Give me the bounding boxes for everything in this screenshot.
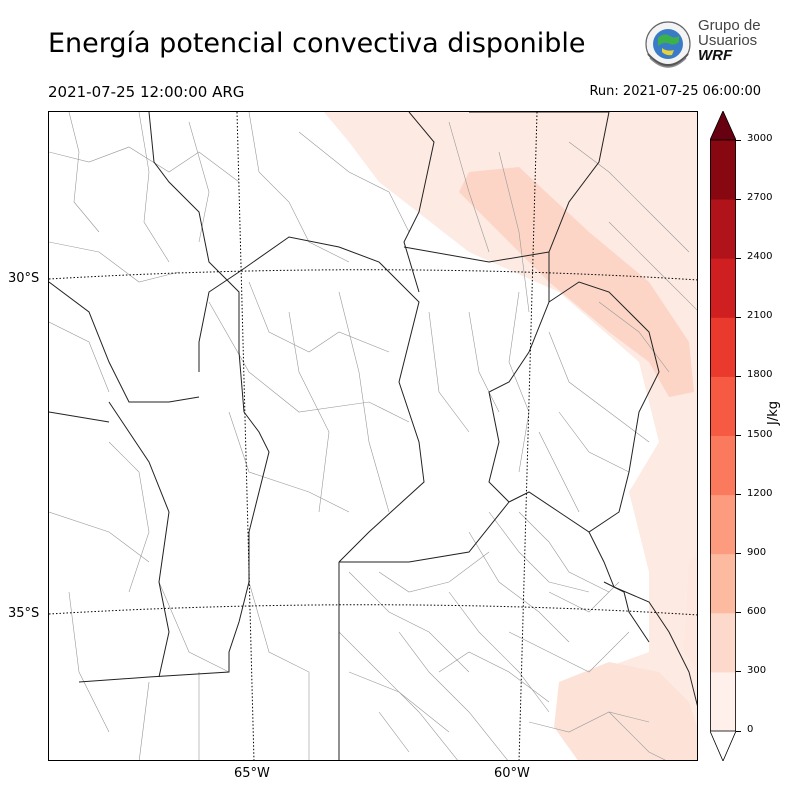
logo-line-1: Grupo de	[698, 17, 761, 34]
lon-label-60w: 60°W	[494, 766, 530, 781]
colorbar-tick-mark	[736, 671, 741, 673]
colorbar	[710, 111, 736, 761]
colorbar-tick-mark	[736, 375, 741, 377]
colorbar-tick-mark	[736, 612, 741, 614]
colorbar-tick-label: 0	[747, 724, 754, 735]
map-canvas	[49, 112, 697, 760]
parallel-35s	[49, 604, 697, 616]
colorbar-extend-min	[710, 730, 736, 761]
colorbar-tick-label: 600	[747, 605, 767, 617]
colorbar-tick-mark	[736, 435, 741, 436]
colorbar-tick-label: 2400	[747, 251, 773, 263]
colorbar-segment	[710, 317, 736, 377]
graticule	[49, 112, 697, 760]
colorbar-segment	[710, 612, 736, 673]
meridian-65w	[236, 112, 255, 760]
cape-map	[48, 111, 698, 761]
cape-area-600	[459, 167, 694, 397]
colorbar-tick-mark	[736, 139, 741, 141]
run-time: Run: 2021-07-25 06:00:00	[589, 84, 761, 99]
cape-shading	[324, 112, 697, 760]
colorbar-segment	[710, 258, 736, 318]
colorbar-tick-label: 2100	[747, 310, 773, 322]
lat-label-30s: 30°S	[8, 271, 40, 286]
cape-area-600-coast	[684, 554, 697, 670]
colorbar-tick-mark	[736, 257, 741, 259]
colorbar-frame	[710, 139, 736, 732]
colorbar-segment	[710, 140, 736, 200]
colorbar-tick-label: 1500	[747, 428, 773, 440]
coastline	[588, 531, 697, 707]
map-title: Energía potencial convectiva disponible	[48, 28, 586, 59]
colorbar-tick-label: 300	[747, 664, 767, 676]
colorbar-tick-label: 1200	[747, 487, 773, 499]
colorbar-tick-mark	[736, 730, 741, 732]
colorbar-segment	[710, 494, 736, 555]
colorbar-unit-label: J/kg	[766, 401, 781, 425]
logo-line-2: Usuarios	[698, 32, 758, 49]
valid-time: 2021-07-25 12:00:00 ARG	[48, 83, 245, 101]
cape-area-600-south	[554, 662, 697, 760]
colorbar-segment	[710, 671, 736, 732]
lon-label-65w: 65°W	[234, 766, 270, 781]
colorbar-segment	[710, 553, 736, 614]
colorbar-segment	[710, 435, 736, 496]
lat-label-35s: 35°S	[8, 606, 40, 621]
colorbar-tick-mark	[736, 198, 741, 200]
wrf-users-logo: Grupo de Usuarios WRF	[640, 18, 770, 74]
province-borders	[49, 112, 660, 760]
colorbar-tick-mark	[736, 494, 741, 496]
colorbar-segment	[710, 376, 736, 436]
colorbar-tick-label: 1800	[747, 369, 773, 381]
logo-line-3: WRF	[698, 47, 733, 64]
globe-emblem-icon	[645, 21, 691, 68]
colorbar-tick-mark	[736, 553, 741, 555]
colorbar-extend-max	[710, 111, 736, 141]
colorbar-tick-label: 900	[747, 546, 767, 558]
colorbar-tick-label: 2700	[747, 192, 773, 204]
parallel-30s	[49, 269, 697, 281]
colorbar-tick-label: 3000	[747, 133, 773, 144]
department-borders	[49, 112, 697, 760]
colorbar-segment	[710, 199, 736, 259]
colorbar-tick-mark	[736, 316, 741, 318]
